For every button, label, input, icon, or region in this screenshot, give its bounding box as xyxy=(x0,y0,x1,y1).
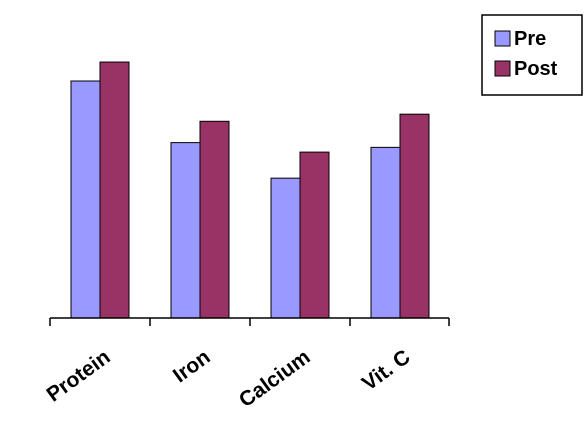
bar-pre-iron xyxy=(170,142,201,319)
legend-label-post: Post xyxy=(514,58,558,80)
x-tick-label-protein: Protein xyxy=(42,345,114,406)
x-axis: Protein Iron Calcium Vit. C xyxy=(42,317,450,412)
bar-pre-vit-c xyxy=(370,146,401,319)
bars-layer xyxy=(70,61,430,319)
bar-post-iron xyxy=(199,120,230,319)
legend: Pre Post xyxy=(481,14,583,96)
x-tick-label-iron: Iron xyxy=(169,345,215,387)
bar-post-protein xyxy=(99,61,130,319)
legend-box xyxy=(481,14,583,96)
x-tick-label-calcium: Calcium xyxy=(235,345,315,412)
bar-pre-protein xyxy=(70,80,101,319)
bar-pre-calcium xyxy=(270,177,301,319)
legend-label-pre: Pre xyxy=(514,28,546,50)
legend-swatch-post xyxy=(494,60,511,77)
bar-post-calcium xyxy=(299,151,330,319)
x-tick-label-vit-c: Vit. C xyxy=(358,345,415,395)
bar-post-vit-c xyxy=(399,113,430,319)
legend-swatch-pre xyxy=(494,30,511,47)
